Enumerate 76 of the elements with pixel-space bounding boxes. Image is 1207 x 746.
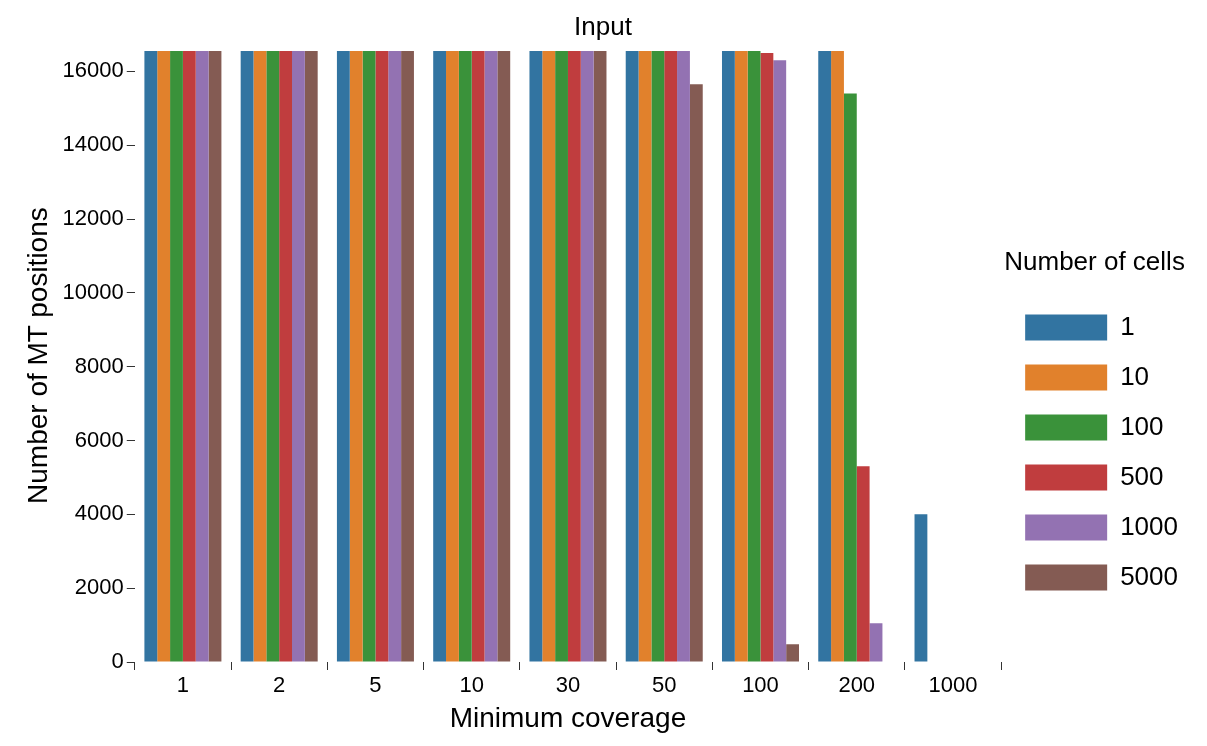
x-tick-label: 1000 xyxy=(928,672,978,698)
bar xyxy=(304,51,318,662)
bar xyxy=(689,84,703,662)
bar xyxy=(362,51,376,662)
bar xyxy=(786,644,799,662)
bar xyxy=(182,51,196,662)
bar xyxy=(446,51,459,662)
bar xyxy=(818,51,832,662)
x-tick-label: 50 xyxy=(651,672,677,698)
bar xyxy=(638,51,652,662)
bar xyxy=(831,51,844,662)
bar xyxy=(433,51,447,662)
bar xyxy=(773,60,787,662)
bar xyxy=(195,51,209,662)
y-tick-label: 2000 xyxy=(74,574,124,600)
y-axis-title: Number of MT positions xyxy=(21,207,53,504)
bar xyxy=(677,51,690,662)
bar xyxy=(625,51,639,662)
bar xyxy=(869,623,883,662)
x-tick-label: 200 xyxy=(838,672,876,698)
y-tick-label: 16000 xyxy=(62,57,124,83)
bar xyxy=(349,51,363,662)
bar xyxy=(292,51,305,662)
legend-label: 500 xyxy=(1120,460,1164,491)
bar xyxy=(843,93,857,662)
bar xyxy=(157,51,171,662)
bar xyxy=(484,51,498,662)
bar xyxy=(734,51,748,662)
legend-label: 1000 xyxy=(1120,510,1178,541)
y-tick-label: 10000 xyxy=(62,278,124,304)
bar xyxy=(760,52,774,662)
bar xyxy=(240,51,254,662)
bar xyxy=(266,51,280,662)
bar xyxy=(593,51,607,662)
legend-label: 100 xyxy=(1120,410,1164,441)
x-tick-label: 5 xyxy=(369,672,382,698)
bar xyxy=(542,51,556,662)
bar xyxy=(471,51,485,662)
bar xyxy=(279,51,293,662)
y-tick-label: 6000 xyxy=(74,426,124,452)
bar xyxy=(458,51,472,662)
bar xyxy=(747,51,761,662)
y-tick-label: 0 xyxy=(111,648,124,674)
bar xyxy=(253,51,267,662)
legend-label: 5000 xyxy=(1120,560,1178,591)
x-tick-label: 1 xyxy=(176,672,190,698)
bar xyxy=(497,51,511,662)
bar xyxy=(721,51,735,662)
x-tick-label: 100 xyxy=(742,672,779,698)
bar xyxy=(401,51,414,662)
x-tick-label: 2 xyxy=(273,672,286,698)
bar xyxy=(555,51,568,662)
y-tick-label: 4000 xyxy=(74,500,124,526)
bar xyxy=(144,51,158,662)
bar xyxy=(664,51,678,662)
bar xyxy=(375,51,389,662)
bar xyxy=(388,51,402,662)
bar xyxy=(170,51,183,662)
legend-label: 10 xyxy=(1120,360,1150,391)
legend-label: 1 xyxy=(1120,310,1135,341)
bar xyxy=(651,51,665,662)
x-tick-label: 30 xyxy=(555,672,581,698)
bar xyxy=(914,514,928,662)
bar xyxy=(336,51,350,662)
y-tick-label: 12000 xyxy=(62,205,124,231)
chart-title: Input xyxy=(574,10,633,41)
bar xyxy=(567,51,581,662)
bar xyxy=(580,51,594,662)
y-tick-label: 8000 xyxy=(74,352,124,378)
legend-title: Number of cells xyxy=(1004,245,1185,276)
bar xyxy=(856,466,870,662)
x-axis-title: Minimum coverage xyxy=(449,701,687,733)
bar xyxy=(529,51,543,662)
y-tick-label: 14000 xyxy=(62,131,124,157)
bar xyxy=(208,51,222,662)
x-tick-label: 10 xyxy=(459,672,484,698)
